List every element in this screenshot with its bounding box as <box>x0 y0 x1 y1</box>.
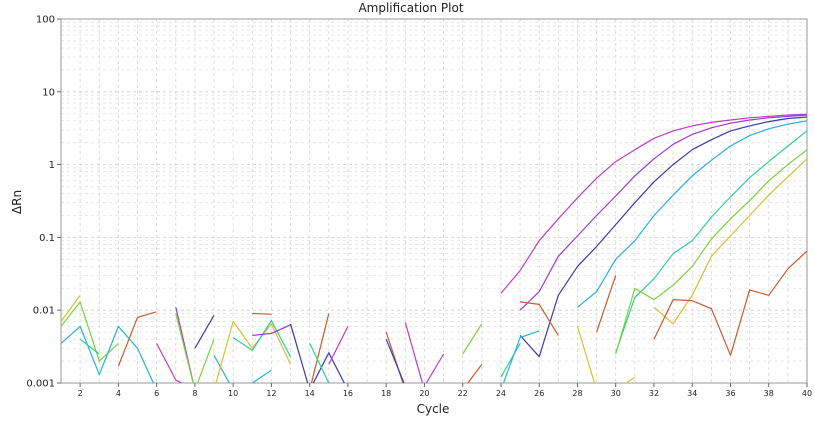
x-tick-label: 32 <box>649 389 659 398</box>
series-line-39 <box>625 376 636 383</box>
series-line-24 <box>215 320 292 383</box>
x-tick-label: 30 <box>611 389 621 398</box>
plot-frame <box>60 18 808 384</box>
chart-title: Amplification Plot <box>358 1 463 15</box>
series-line-16 <box>61 294 81 322</box>
series-line-15 <box>61 301 119 362</box>
series-line-3 <box>519 116 807 358</box>
series-line-12 <box>520 301 559 336</box>
x-tick-label: 22 <box>458 389 468 398</box>
x-tick-label: 12 <box>266 389 276 398</box>
series-line-31 <box>385 338 405 383</box>
x-tick-label: 8 <box>192 389 197 398</box>
x-tick-label: 14 <box>305 389 315 398</box>
y-tick-label: 1 <box>49 160 55 171</box>
series-line-19 <box>156 343 183 383</box>
series-line-2 <box>519 114 807 311</box>
x-tick-label: 18 <box>381 389 391 398</box>
series-line-26 <box>252 324 291 336</box>
series-line-6 <box>615 149 807 355</box>
series-line-13 <box>596 275 617 333</box>
series-line-10 <box>252 312 272 315</box>
series-line-7 <box>653 158 807 325</box>
series-line-35 <box>462 323 483 355</box>
series-line-25 <box>232 320 292 357</box>
series-line-28 <box>289 323 345 383</box>
series-line-21 <box>175 313 215 383</box>
x-axis-label: Cycle <box>417 402 450 416</box>
series-line-23 <box>213 355 230 383</box>
series-line-34 <box>467 364 483 383</box>
x-tick-label: 20 <box>419 389 429 398</box>
series-line-38 <box>576 326 596 383</box>
x-tick-label: 16 <box>343 389 353 398</box>
y-axis-label: ΔRn <box>10 190 24 214</box>
x-tick-label: 26 <box>534 389 544 398</box>
y-tick-label: 0.001 <box>26 379 55 390</box>
x-tick-label: 40 <box>802 389 812 398</box>
series-line-32 <box>404 322 424 383</box>
x-tick-label: 10 <box>228 389 238 398</box>
x-tick-label: 34 <box>687 389 697 398</box>
x-tick-label: 28 <box>572 389 582 398</box>
x-tick-label: 6 <box>154 389 159 398</box>
y-axis-ticks: 0.001 0.01 0.1 1 10 100 <box>26 15 61 390</box>
series-line-30 <box>309 343 330 383</box>
x-axis-ticks: 2 4 6 8 10 12 14 16 18 20 22 24 26 28 30 32 34 36 38 40 <box>78 383 812 398</box>
x-tick-label: 36 <box>725 389 735 398</box>
y-tick-label: 100 <box>36 15 55 26</box>
series-line-1 <box>500 113 807 294</box>
x-tick-label: 38 <box>764 389 774 398</box>
y-tick-label: 0.01 <box>33 306 55 317</box>
y-tick-label: 0.1 <box>39 233 55 244</box>
series-line-18 <box>79 338 100 355</box>
series-line-33 <box>425 353 445 383</box>
y-tick-label: 10 <box>42 87 55 98</box>
series-layer <box>61 113 807 383</box>
x-tick-label: 2 <box>78 389 83 398</box>
series-line-4 <box>577 120 807 308</box>
x-tick-label: 4 <box>116 389 121 398</box>
series-line-8 <box>653 250 807 356</box>
series-line-29 <box>328 326 349 365</box>
series-line-14 <box>385 331 404 383</box>
series-line-22 <box>194 314 215 349</box>
series-line-9 <box>117 311 157 367</box>
series-line-27 <box>248 369 272 383</box>
series-line-36 <box>500 343 521 378</box>
series-line-37 <box>502 330 540 383</box>
series-line-5 <box>615 130 807 353</box>
series-line-17 <box>61 325 155 383</box>
series-line-11 <box>310 313 330 383</box>
grid-lines <box>60 19 808 384</box>
x-tick-label: 24 <box>496 389 506 398</box>
